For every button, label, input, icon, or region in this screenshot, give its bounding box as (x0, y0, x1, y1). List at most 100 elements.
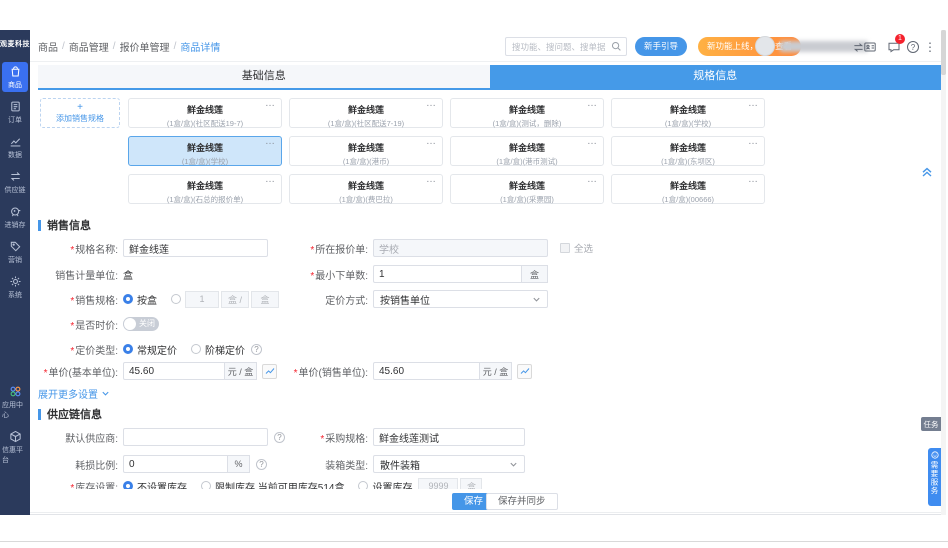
regular-price-label: 常规定价 (137, 345, 177, 357)
spec-card[interactable]: 鲜金线莲 (1盒/盒)(学校) (611, 98, 765, 128)
tab-spec-info[interactable]: 规格信息 (489, 65, 941, 88)
card-more-icon[interactable] (587, 98, 598, 109)
pricing-method-value: 按销售单位 (380, 295, 430, 307)
loss-ratio-help-icon[interactable] (256, 458, 267, 470)
spec-card[interactable]: 鲜金线莲 (1盒/盒)(社区配送7-19) (289, 98, 443, 128)
sidebar-item-app-center[interactable]: 应用中心 (2, 382, 28, 422)
supplier-input[interactable] (123, 428, 268, 446)
card-more-icon[interactable] (265, 174, 276, 185)
min-order-input[interactable] (373, 265, 522, 283)
card-more-icon[interactable] (748, 98, 759, 109)
card-more-icon[interactable] (748, 136, 759, 147)
sale-price-trend-icon[interactable] (517, 363, 532, 379)
spec-card-sub: (1盒/盒)(东坝区) (661, 157, 715, 166)
breadcrumb-item[interactable]: 报价单管理 (119, 42, 170, 54)
spec-card-name: 鲜金线莲 (669, 105, 706, 115)
avatar[interactable] (755, 36, 775, 56)
help-icon[interactable]: ? (905, 39, 921, 55)
page-bottom-divider (0, 541, 948, 542)
scrollbar-thumb[interactable] (941, 30, 946, 75)
time-price-label: *是否时价: (70, 320, 118, 332)
regular-price-radio[interactable] (123, 344, 133, 354)
more-menu-icon[interactable] (922, 39, 938, 55)
card-more-icon[interactable] (265, 136, 276, 147)
card-more-icon[interactable] (265, 98, 276, 109)
sidebar-nav-bottom: 应用中心 信惠平台 (0, 382, 30, 472)
box-type-select[interactable]: 散件装箱 (373, 455, 525, 473)
sidebar-item-orders[interactable]: 订单 (2, 97, 28, 127)
sidebar-item-label: 信惠平台 (2, 447, 23, 464)
scrollbar[interactable] (941, 30, 946, 515)
message-icon[interactable]: 1 (886, 34, 905, 55)
spec-card-sub: (1盒/盒)(社区配送7-19) (327, 119, 405, 128)
conversion-unit-b: 盒 (251, 290, 279, 308)
select-all-checkbox[interactable] (560, 243, 570, 253)
spec-card[interactable]: 鲜金线莲 (1盒/盒)(测试，删除) (450, 98, 604, 128)
time-price-toggle[interactable]: 关闭 (123, 317, 159, 331)
card-more-icon[interactable] (587, 136, 598, 147)
search-input[interactable] (506, 41, 611, 52)
spec-card[interactable]: 鲜金线莲 (1盒/盒)(00666) (611, 174, 765, 204)
sidebar-item-inventory[interactable]: 进销存 (2, 202, 28, 232)
card-more-icon[interactable] (587, 174, 598, 185)
spec-card[interactable]: 鲜金线莲 (1盒/盒)(东坝区) (611, 136, 765, 166)
card-more-icon[interactable] (426, 98, 437, 109)
sale-unit-value: 盒 (123, 270, 133, 282)
spec-card[interactable]: 鲜金线莲 (1盒/盒)(港币) (289, 136, 443, 166)
spec-card[interactable]: 鲜金线莲 (1盒/盒)(学校) (128, 136, 282, 166)
breadcrumb-item[interactable]: 商品 (38, 42, 58, 54)
by-box-radio-label: 按盒 (137, 295, 157, 307)
pricing-method-select[interactable]: 按销售单位 (373, 290, 548, 308)
bag-icon (9, 65, 22, 78)
spec-card[interactable]: 鲜金线莲 (1盒/盒)(采票园) (450, 174, 604, 204)
breadcrumb-item[interactable]: 商品管理 (68, 42, 109, 54)
spec-card-name: 鲜金线莲 (508, 181, 545, 191)
tiered-price-help-icon[interactable] (251, 343, 262, 355)
add-spec-button[interactable]: + 添加销售规格 (40, 98, 120, 128)
tab-basic-info[interactable]: 基础信息 (38, 65, 490, 88)
loss-ratio-input[interactable] (123, 455, 228, 473)
tiered-price-radio[interactable] (191, 344, 201, 354)
spec-card[interactable]: 鲜金线莲 (1盒/盒)(费巴拉) (289, 174, 443, 204)
app-logo: 观麦科技 (0, 41, 30, 49)
task-floating-tab[interactable]: 任务 (921, 417, 941, 431)
sales-section-title: 销售信息 (38, 217, 91, 233)
switch-account-icon[interactable] (850, 39, 866, 55)
plus-icon: + (77, 102, 83, 114)
sidebar-item-info-platform[interactable]: 信惠平台 (2, 427, 28, 467)
expand-more-link[interactable]: 展开更多设置 (38, 386, 110, 401)
base-price-label: *单价(基本单位): (43, 367, 118, 379)
save-sync-button[interactable]: 保存并同步 (486, 493, 558, 510)
sidebar-item-goods[interactable]: 商品 (2, 62, 28, 92)
spec-name-input[interactable] (123, 239, 268, 257)
workbench-icon[interactable] (862, 39, 878, 55)
conversion-radio[interactable] (171, 294, 181, 304)
spec-card[interactable]: 鲜金线莲 (1盒/盒)(石总的报价单) (128, 174, 282, 204)
card-more-icon[interactable] (426, 174, 437, 185)
sale-price-unit: 元 / 盒 (480, 362, 512, 380)
collapse-specs-icon[interactable] (920, 164, 936, 180)
base-price-input[interactable] (123, 362, 225, 380)
sidebar-item-data[interactable]: 数据 (2, 132, 28, 162)
guide-button[interactable]: 新手引导 (635, 37, 688, 56)
sidebar-item-marketing[interactable]: 营销 (2, 237, 28, 267)
service-tab-label: 需要服务 (930, 461, 939, 495)
username-redacted (780, 41, 868, 52)
sidebar-item-supply-chain[interactable]: 供应链 (2, 167, 28, 197)
card-more-icon[interactable] (748, 174, 759, 185)
by-box-radio[interactable] (123, 294, 133, 304)
spec-card[interactable]: 鲜金线莲 (1盒/盒)(社区配送19-7) (128, 98, 282, 128)
sale-price-input[interactable] (373, 362, 480, 380)
topbar: 商品/商品管理/报价单管理/商品详情 新手引导 新功能上线，点击查看 1 ? (30, 30, 941, 62)
spec-card-sub: (1盒/盒)(00666) (661, 195, 715, 204)
spec-card[interactable]: 鲜金线莲 (1盒/盒)(港币测试) (450, 136, 604, 166)
supplier-help-icon[interactable] (274, 431, 285, 443)
purchase-spec-input[interactable] (373, 428, 525, 446)
base-price-trend-icon[interactable] (262, 363, 277, 379)
card-more-icon[interactable] (426, 136, 437, 147)
service-floating-tab[interactable]: 需要服务 (928, 448, 941, 506)
time-price-state: 关闭 (139, 319, 155, 328)
search-box[interactable] (505, 37, 627, 56)
promo-button[interactable]: 新功能上线，点击查看 (698, 37, 802, 56)
sidebar-item-system[interactable]: 系统 (2, 272, 28, 302)
